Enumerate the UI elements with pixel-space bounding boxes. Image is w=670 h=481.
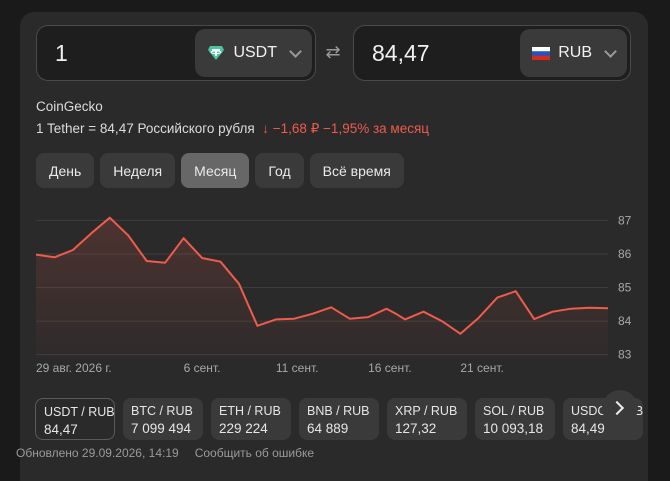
rate-text: 1 Tether = 84,47 Российского рубля [36, 121, 255, 136]
source-label: CoinGecko [36, 99, 103, 114]
pair-value: 84,49 [571, 421, 605, 436]
tether-icon [208, 46, 225, 60]
pairs-list: USDT / RUB 84,47 BTC / RUB 7 099 494 ETH… [35, 398, 643, 440]
pair-name: SOL / RUB [483, 404, 545, 418]
y-tick-label: 86 [618, 247, 632, 261]
to-currency-select[interactable]: RUB [520, 29, 627, 77]
pair-xrp-rub[interactable]: XRP / RUB 127,32 [387, 398, 467, 440]
rate-line: 1 Tether = 84,47 Российского рубля ↓ −1,… [36, 121, 429, 137]
next-pairs-button[interactable] [602, 390, 638, 426]
pair-name: XRP / RUB [395, 404, 458, 418]
pair-btc-rub[interactable]: BTC / RUB 7 099 494 [123, 398, 203, 440]
pair-eth-rub[interactable]: ETH / RUB 229 224 [211, 398, 291, 440]
tab-all-time[interactable]: Всё время [309, 153, 404, 188]
russia-flag-icon [532, 46, 551, 60]
from-amount-value: 1 [55, 40, 68, 66]
period-tabs: День Неделя Месяц Год Всё время [36, 153, 404, 188]
price-chart[interactable]: 87 86 85 84 83 29 авг. 2026 г. 6 сент. 11 сент.… [20, 12, 648, 392]
x-tick-label: 29 авг. 2026 г. [36, 361, 112, 375]
pair-value: 10 093,18 [483, 421, 544, 436]
x-tick-label: 16 сент. [368, 361, 411, 375]
tab-week[interactable]: Неделя [100, 153, 176, 188]
from-currency-select[interactable]: USDT [195, 29, 312, 77]
tab-day[interactable]: День [36, 153, 95, 188]
pair-value: 84,47 [44, 422, 78, 437]
chevron-right-icon [609, 400, 625, 416]
swap-icon[interactable]: ⇄ [325, 42, 341, 62]
pair-name: ETH / RUB [219, 404, 281, 418]
pair-value: 64 889 [307, 421, 349, 436]
pair-name: BTC / RUB [131, 404, 193, 418]
tab-year[interactable]: Год [255, 153, 304, 188]
x-tick-label: 6 сент. [184, 361, 221, 375]
rate-change-pct: −1,95% [323, 121, 370, 136]
pair-name: BNB / RUB [307, 404, 370, 418]
pair-name: USDT / RUB [44, 405, 115, 419]
x-tick-label: 11 сент. [276, 361, 319, 375]
from-currency-code: USDT [233, 44, 277, 61]
y-tick-label: 85 [618, 281, 632, 295]
price-area [36, 217, 608, 358]
arrow-down-icon: ↓ [258, 121, 270, 136]
converter-card: 1 USDT ⇄ 84,47 RUB CoinGecko 1 Tethe [20, 12, 648, 481]
pair-usdt-rub[interactable]: USDT / RUB 84,47 [35, 398, 115, 440]
x-tick-label: 21 сент. [460, 361, 503, 375]
rate-change-period: за месяц [372, 121, 430, 136]
to-amount-value: 84,47 [372, 40, 430, 66]
updated-timestamp: Обновлено 29.09.2026, 14:19 [16, 446, 179, 460]
pair-value: 7 099 494 [131, 421, 192, 436]
from-amount-field[interactable]: 1 USDT [36, 25, 316, 81]
footer: Обновлено 29.09.2026, 14:19 Сообщить об … [16, 446, 314, 460]
tab-month[interactable]: Месяц [181, 153, 250, 188]
pair-sol-rub[interactable]: SOL / RUB 10 093,18 [475, 398, 555, 440]
rate-change-abs: −1,68 ₽ [272, 121, 320, 136]
report-error-link[interactable]: Сообщить об ошибке [194, 446, 315, 460]
pair-bnb-rub[interactable]: BNB / RUB 64 889 [299, 398, 379, 440]
y-tick-label: 83 [618, 348, 632, 362]
y-tick-label: 87 [618, 213, 632, 227]
price-line [35, 216, 609, 335]
to-amount-field[interactable]: 84,47 RUB [353, 25, 631, 81]
pair-value: 127,32 [395, 421, 437, 436]
y-tick-label: 84 [618, 314, 632, 328]
pair-value: 229 224 [219, 421, 268, 436]
to-currency-code: RUB [558, 44, 592, 61]
